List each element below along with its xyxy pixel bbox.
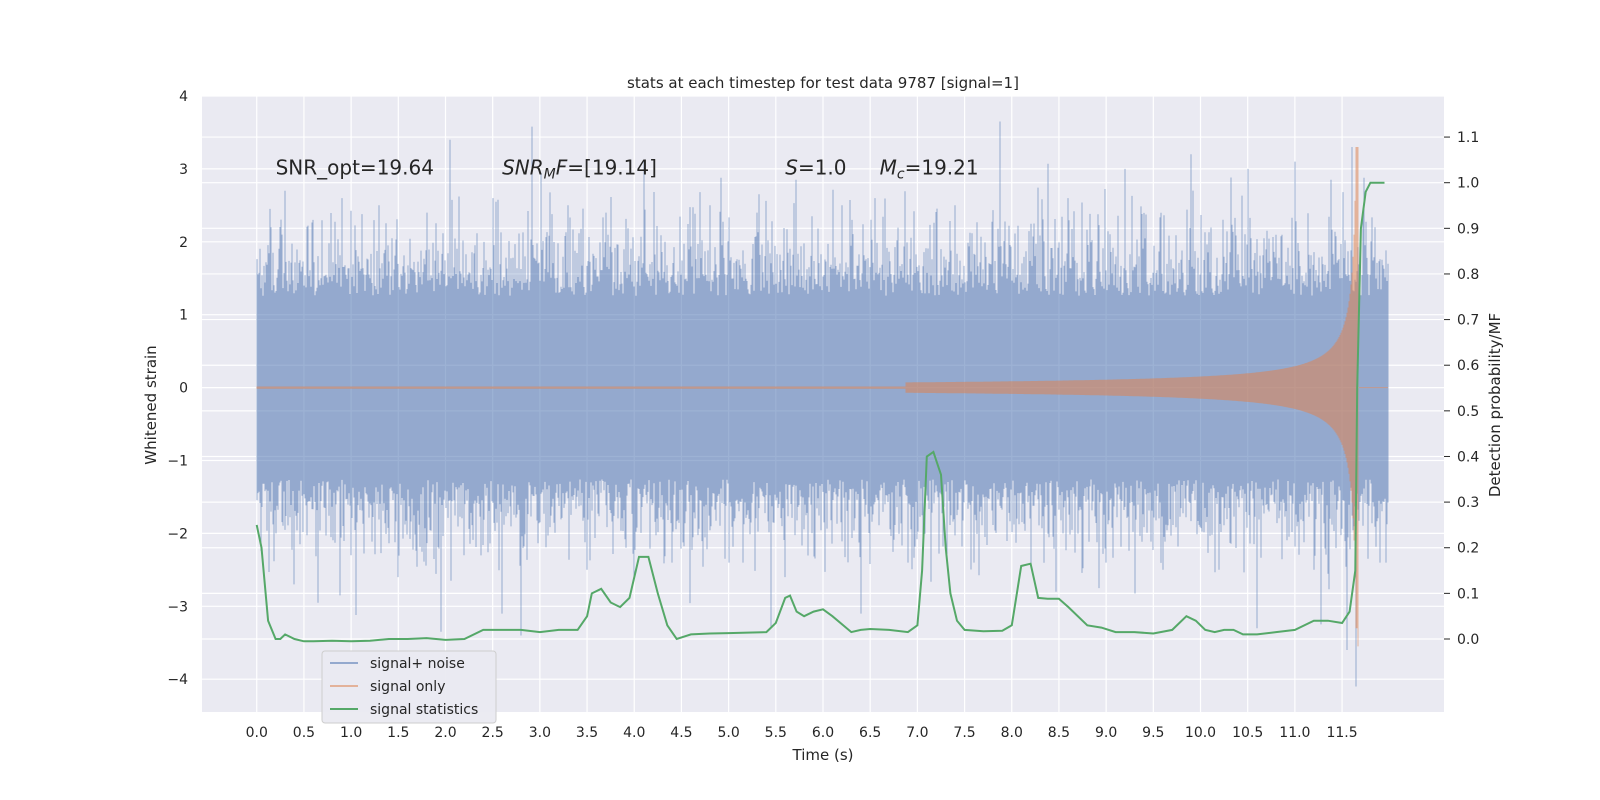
x-tick-label: 5.0 [717, 725, 739, 741]
y-tick-label: 0 [179, 381, 188, 397]
x-tick-label: 10.0 [1185, 725, 1216, 741]
y2-tick-label: 0.1 [1457, 586, 1479, 602]
y2-tick-label: 0.5 [1457, 404, 1479, 420]
y2-tick-label: 0.0 [1457, 632, 1479, 648]
series-signal-only [256, 147, 1388, 647]
y2-axis-label: Detection probability/MF [1486, 313, 1504, 497]
y-axis-label: Whitened strain [142, 345, 160, 464]
annotation-mc-value: Mc=19.21 [880, 156, 979, 183]
x-tick-label: 9.0 [1095, 725, 1117, 741]
annotation-snr-opt: SNR_opt=19.64 [276, 156, 434, 180]
series-layer [255, 121, 1389, 687]
legend-label-signal-statistics: signal statistics [370, 702, 478, 718]
y-tick-label: 4 [179, 89, 188, 105]
y2-tick-label: 1.1 [1457, 130, 1479, 146]
annotations: SNR_opt=19.64 SNRMF=[19.14] S=1.0 Mc=19.21 [276, 156, 979, 183]
x-tick-label: 6.5 [859, 725, 881, 741]
x-tick-label: 3.5 [576, 725, 598, 741]
x-tick-label: 11.5 [1326, 725, 1357, 741]
annotation-snr-mf: SNRMF=[19.14] [502, 156, 657, 183]
y2-tick-label: 0.4 [1457, 449, 1479, 465]
x-tick-label: 0.5 [293, 725, 315, 741]
ticks-layer: 0.0 0.5 1.0 1.5 2.0 2.5 3.0 3.5 4.0 4.5 5.0 5.5 6.0 6… [167, 89, 1479, 741]
x-tick-label: 10.5 [1232, 725, 1263, 741]
x-tick-label: 11.0 [1279, 725, 1310, 741]
x-tick-label: 9.5 [1142, 725, 1164, 741]
y-tick-label: −3 [167, 599, 188, 615]
y2-tick-label: 0.7 [1457, 313, 1479, 329]
x-tick-label: 8.5 [1048, 725, 1070, 741]
legend-box [321, 650, 497, 724]
series-signal-statistics [255, 181, 1385, 643]
y2-tick-label: 0.8 [1457, 267, 1479, 283]
legend: signal+ noise signal only signal statist… [321, 650, 497, 724]
y-tick-label: −2 [167, 526, 188, 542]
y2-tick-label: 1.0 [1457, 176, 1479, 192]
chart-title: stats at each timestep for test data 978… [627, 74, 1019, 92]
legend-label-signal-noise: signal+ noise [370, 656, 465, 672]
x-tick-label: 2.0 [434, 725, 456, 741]
y2-tick-label: 0.9 [1457, 221, 1479, 237]
x-tick-label: 0.0 [246, 725, 268, 741]
x-tick-label: 3.0 [529, 725, 551, 741]
annotation-s-value: S=1.0 [785, 156, 846, 180]
x-tick-label: 4.5 [670, 725, 692, 741]
x-tick-label: 4.0 [623, 725, 645, 741]
y-tick-label: 1 [179, 308, 188, 324]
x-tick-label: 1.5 [387, 725, 409, 741]
x-tick-label: 8.0 [1001, 725, 1023, 741]
x-tick-label: 2.5 [482, 725, 504, 741]
y2-tick-label: 0.6 [1457, 358, 1479, 374]
x-tick-label: 7.0 [906, 725, 928, 741]
y-tick-label: −4 [167, 672, 188, 688]
y2-tick-label: 0.2 [1457, 541, 1479, 557]
legend-label-signal-only: signal only [370, 679, 445, 695]
y2-tick-label: 0.3 [1457, 495, 1479, 511]
y-tick-label: −1 [167, 453, 188, 469]
x-axis-label: Time (s) [792, 746, 854, 764]
y-tick-label: 2 [179, 235, 188, 251]
x-tick-label: 1.0 [340, 725, 362, 741]
x-tick-label: 7.5 [953, 725, 975, 741]
x-tick-label: 5.5 [765, 725, 787, 741]
x-tick-label: 6.0 [812, 725, 834, 741]
y-tick-label: 3 [179, 162, 188, 178]
